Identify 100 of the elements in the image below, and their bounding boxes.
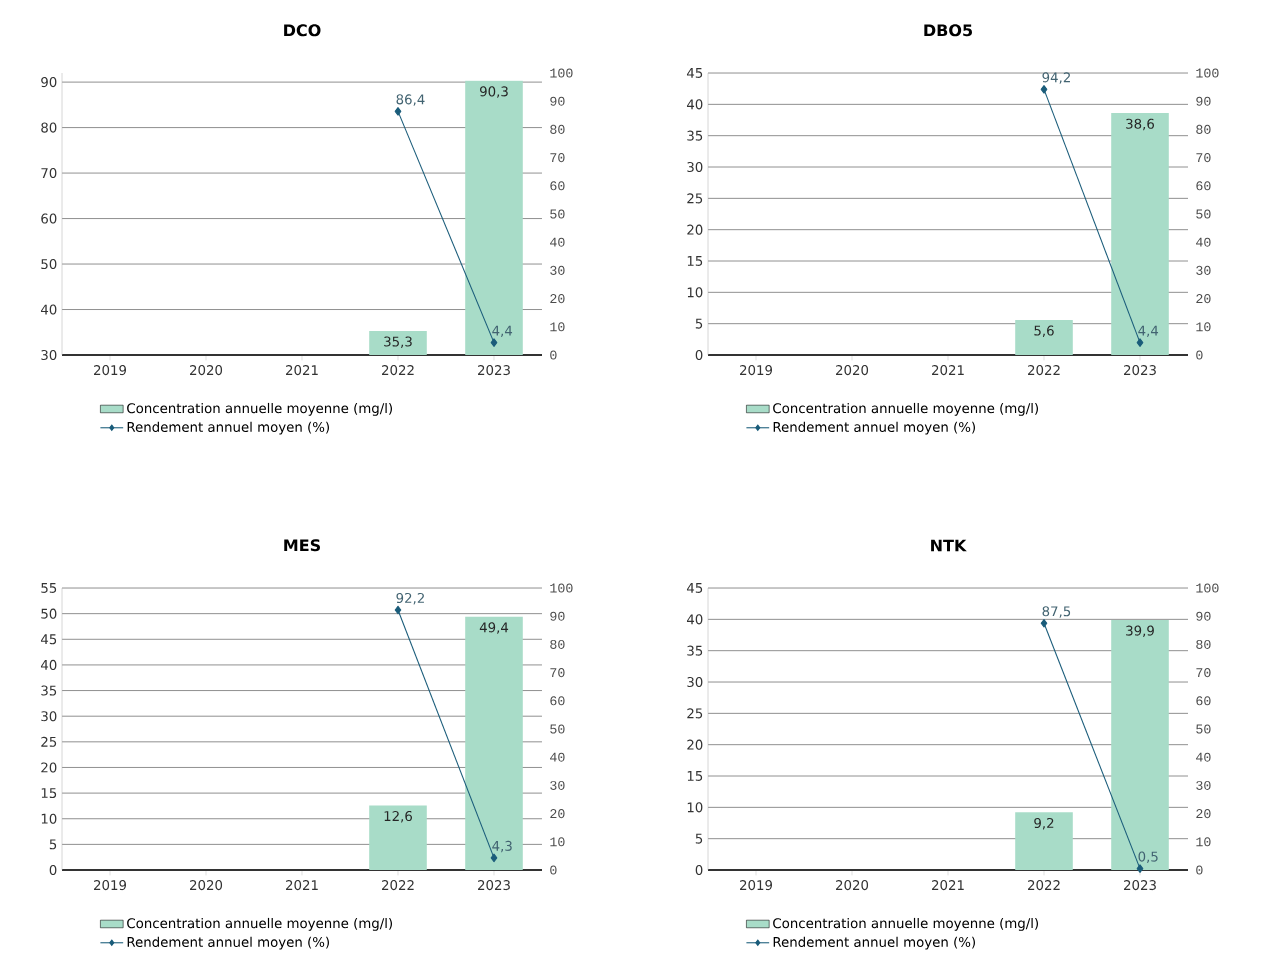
data-label: 4,4 xyxy=(492,325,513,337)
y-tick-label: 35 xyxy=(41,685,57,696)
data-label: 38,6 xyxy=(1126,118,1155,131)
y2-tick-label: 40 xyxy=(550,752,565,762)
y-tick-label: 15 xyxy=(687,256,703,266)
x-tick-label: 2021 xyxy=(932,880,964,891)
y2-tick-label: 80 xyxy=(1196,639,1211,649)
x-tick-label: 2023 xyxy=(1124,365,1156,376)
y2-tick-label: 100 xyxy=(550,68,573,78)
y-tick-label: 0 xyxy=(695,864,703,876)
y2-tick-label: 30 xyxy=(550,780,565,790)
y2-tick-label: 40 xyxy=(1196,237,1211,247)
y2-tick-label: 70 xyxy=(1196,668,1211,678)
y-tick-label: 20 xyxy=(41,762,57,773)
y-tick-label: 25 xyxy=(41,736,57,747)
y-tick-label: 10 xyxy=(687,287,703,298)
y-tick-label: 55 xyxy=(41,583,57,593)
data-label: 39,9 xyxy=(1126,625,1154,638)
y-tick-label: 70 xyxy=(41,168,57,179)
data-label: 87,5 xyxy=(1042,606,1071,618)
data-label: 9,2 xyxy=(1034,817,1054,830)
y-tick-label: 15 xyxy=(41,788,57,799)
legend-label: Rendement annuel moyen (%) xyxy=(127,936,329,950)
y2-tick-label: 50 xyxy=(550,209,565,219)
x-tick-label: 2019 xyxy=(740,880,773,891)
legend-label: Concentration annuelle moyenne (mg/l) xyxy=(773,402,1039,416)
y-tick-label: 90 xyxy=(41,77,57,88)
y2-tick-label: 60 xyxy=(1196,181,1211,191)
y2-tick-label: 100 xyxy=(550,583,573,593)
x-tick-label: 2022 xyxy=(382,880,414,891)
data-label: 49,4 xyxy=(479,622,509,634)
data-label: 35,3 xyxy=(384,336,412,348)
data-label: 4,3 xyxy=(492,840,512,853)
x-tick-label: 2019 xyxy=(94,365,127,376)
x-tick-label: 2021 xyxy=(286,365,318,376)
y-tick-label: 10 xyxy=(41,813,57,824)
data-label: 12,6 xyxy=(384,810,413,823)
y2-tick-label: 50 xyxy=(550,724,565,734)
y-tick-label: 10 xyxy=(687,802,703,813)
y2-tick-label: 0 xyxy=(550,865,557,875)
y2-tick-label: 60 xyxy=(550,181,565,191)
y2-tick-label: 30 xyxy=(1196,780,1211,790)
y-tick-label: 40 xyxy=(40,304,57,315)
data-label: 5,6 xyxy=(1034,325,1054,337)
y2-tick-label: 90 xyxy=(550,96,565,106)
x-tick-label: 2019 xyxy=(740,365,773,376)
y2-tick-label: 60 xyxy=(550,696,565,706)
x-tick-label: 2023 xyxy=(1124,880,1156,891)
y2-tick-label: 100 xyxy=(1196,583,1219,593)
x-tick-label: 2021 xyxy=(286,880,318,891)
y-tick-label: 35 xyxy=(687,130,703,141)
y2-tick-label: 90 xyxy=(550,611,565,621)
y2-tick-label: 0 xyxy=(550,350,557,360)
y-tick-label: 40 xyxy=(686,99,703,110)
y-tick-label: 45 xyxy=(686,583,703,593)
y-tick-label: 50 xyxy=(41,608,57,619)
x-tick-label: 2020 xyxy=(190,880,223,891)
y2-tick-label: 40 xyxy=(550,237,565,247)
data-label: 4,4 xyxy=(1138,325,1159,337)
y2-tick-label: 50 xyxy=(1196,209,1211,219)
legend-label: Concentration annuelle moyenne (mg/l) xyxy=(773,917,1039,931)
chart-title: DBO5 xyxy=(924,24,972,37)
x-tick-label: 2019 xyxy=(94,880,127,891)
data-label: 94,2 xyxy=(1042,72,1070,84)
y-tick-label: 25 xyxy=(687,708,703,719)
y2-tick-label: 50 xyxy=(1196,724,1211,734)
y2-tick-label: 80 xyxy=(550,124,565,134)
y2-tick-label: 80 xyxy=(550,639,565,649)
y2-tick-label: 30 xyxy=(1196,265,1211,275)
y-tick-label: 5 xyxy=(695,833,703,844)
y2-tick-label: 70 xyxy=(1196,153,1211,163)
x-tick-label: 2023 xyxy=(478,880,510,891)
y2-tick-label: 10 xyxy=(1196,837,1211,847)
y-tick-label: 25 xyxy=(687,193,703,204)
y2-tick-label: 10 xyxy=(1196,322,1211,332)
legend-label: Rendement annuel moyen (%) xyxy=(127,421,329,435)
y2-tick-label: 0 xyxy=(1196,350,1203,360)
y2-tick-label: 10 xyxy=(550,837,565,847)
y-tick-label: 40 xyxy=(686,614,703,625)
chart-title: DCO xyxy=(284,24,321,37)
y2-tick-label: 20 xyxy=(550,809,565,819)
x-tick-label: 2020 xyxy=(190,365,223,376)
y-tick-label: 5 xyxy=(695,318,703,329)
y2-tick-label: 70 xyxy=(550,668,565,678)
legend-label: Rendement annuel moyen (%) xyxy=(773,936,975,950)
legend-label: Concentration annuelle moyenne (mg/l) xyxy=(127,917,393,931)
y-tick-label: 5 xyxy=(49,839,57,850)
y-tick-label: 60 xyxy=(41,213,57,224)
x-tick-label: 2020 xyxy=(836,880,869,891)
y2-tick-label: 80 xyxy=(1196,124,1211,134)
legend-label: Concentration annuelle moyenne (mg/l) xyxy=(127,402,393,416)
y2-tick-label: 90 xyxy=(1196,96,1211,106)
y-tick-label: 30 xyxy=(41,349,57,361)
y2-tick-label: 30 xyxy=(550,265,565,275)
y2-tick-label: 10 xyxy=(550,322,565,332)
y-tick-label: 15 xyxy=(687,771,703,781)
y-tick-label: 80 xyxy=(41,122,57,133)
y-tick-label: 30 xyxy=(687,676,703,688)
y-tick-label: 30 xyxy=(41,711,57,722)
y2-tick-label: 20 xyxy=(550,294,565,304)
